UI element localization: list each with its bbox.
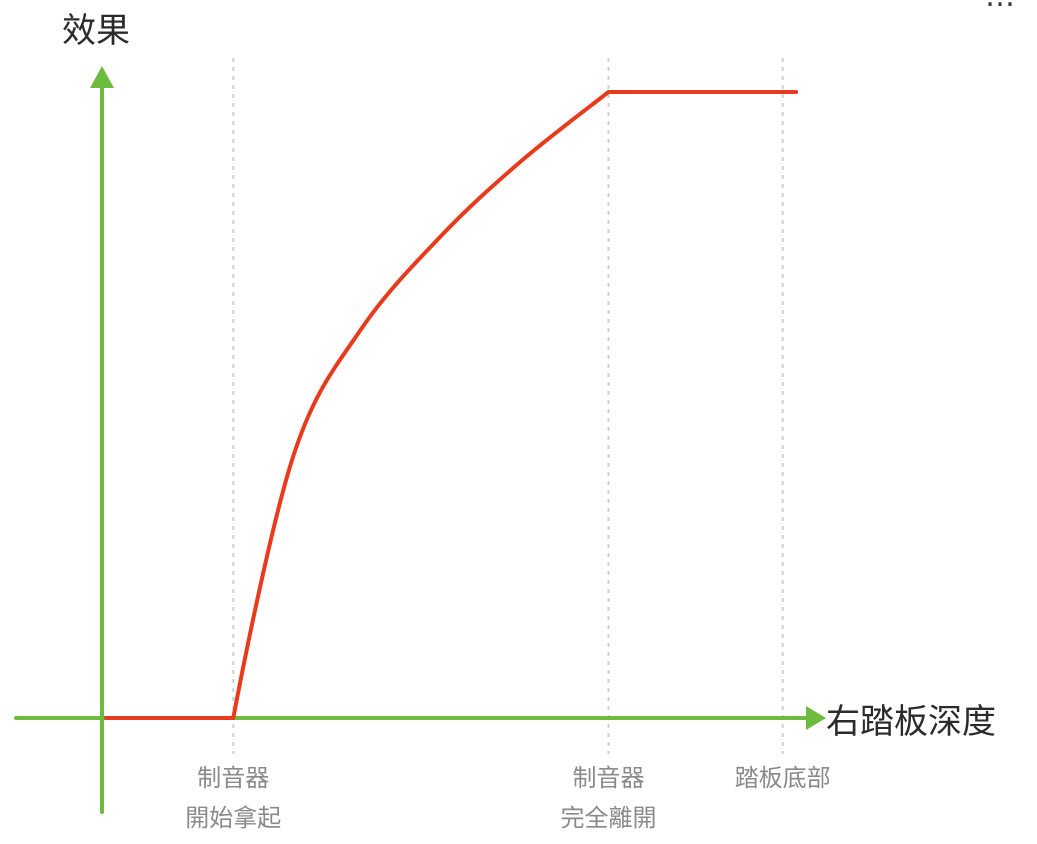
- marker-label-3-line-1: 踏板底部: [735, 764, 831, 792]
- marker-label-1-line-1: 制音器: [197, 764, 269, 792]
- x-axis-arrow-icon: [806, 706, 826, 730]
- marker-label-2-line-2: 完全離開: [561, 804, 657, 832]
- series-line-1: [104, 90, 799, 720]
- labels: 效果 右踏板深度 …: [62, 0, 1015, 742]
- y-axis-arrow-icon: [90, 66, 114, 88]
- corner-text: …: [985, 0, 1015, 14]
- x-axis-title: 右踏板深度: [826, 702, 996, 742]
- y-axis-title: 效果: [62, 11, 130, 51]
- marker-label-2-line-1: 制音器: [573, 764, 645, 792]
- series-group: [104, 90, 799, 720]
- marker-guides: [232, 58, 784, 754]
- marker-label-1-line-2: 開始拿起: [185, 804, 281, 832]
- axes: [14, 66, 826, 814]
